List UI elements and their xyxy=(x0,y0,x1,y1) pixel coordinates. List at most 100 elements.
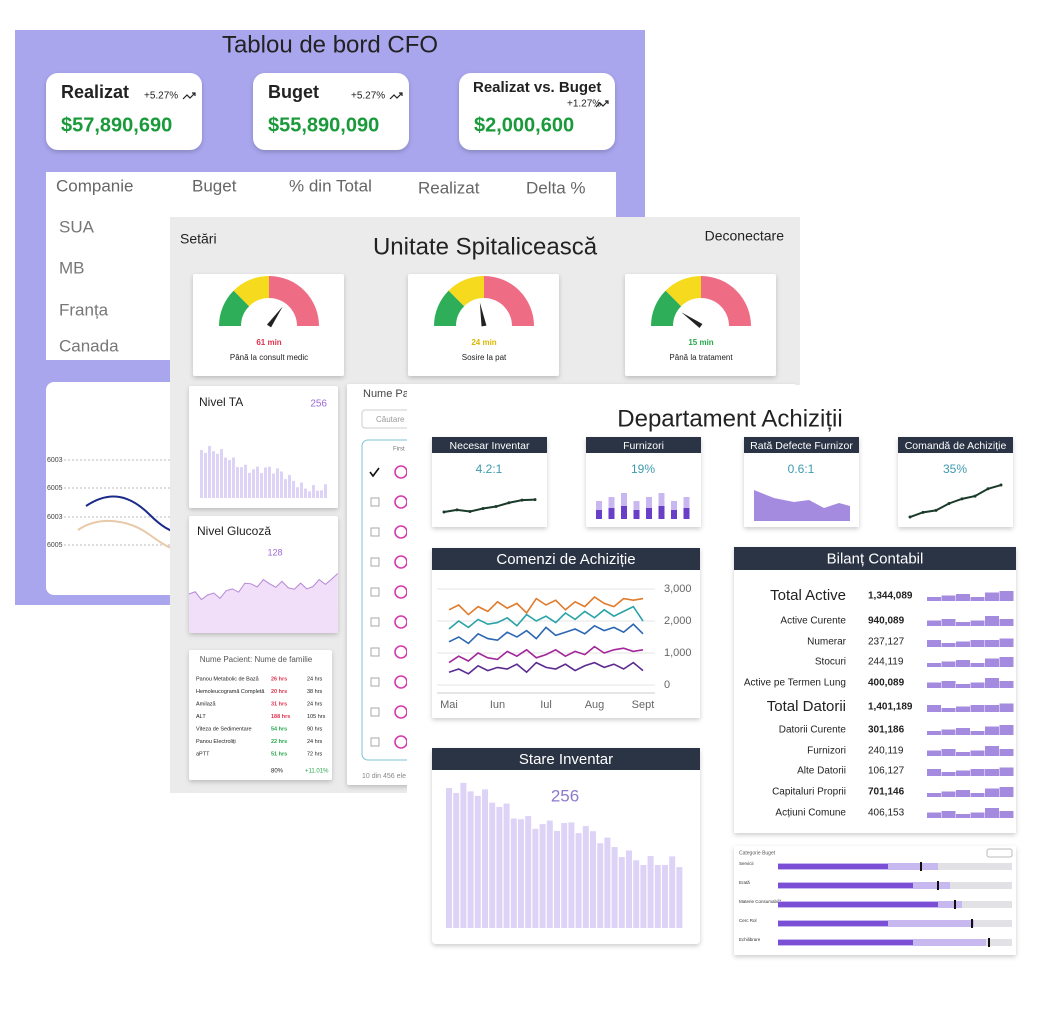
deco-bar xyxy=(927,663,941,667)
line-series xyxy=(448,645,644,664)
card-header xyxy=(898,437,1013,453)
deco-bar xyxy=(927,640,941,647)
gauge-red xyxy=(269,276,319,326)
deco-bar xyxy=(970,620,985,626)
label: Acțiuni Comune xyxy=(775,808,846,819)
label: Viteza de Sedimentare xyxy=(196,726,252,732)
checkbox[interactable] xyxy=(370,557,380,567)
deco-bar xyxy=(778,940,913,945)
deco-bar xyxy=(683,508,690,519)
label: 31 hrs xyxy=(271,701,287,707)
logout-link[interactable]: Deconectare xyxy=(705,228,785,244)
check xyxy=(369,467,380,478)
deco-bar xyxy=(228,460,231,498)
deco-bar xyxy=(633,860,640,928)
checkbox[interactable] xyxy=(370,707,380,717)
label: Unitate Spitalicească xyxy=(373,233,598,260)
checkbox[interactable] xyxy=(370,617,380,627)
label: 80% xyxy=(271,769,284,775)
deco-bar xyxy=(216,453,219,498)
deco-bar xyxy=(956,790,970,797)
label: 6003 xyxy=(47,514,63,521)
label: 188 hrs xyxy=(271,714,290,720)
gauge-yellow xyxy=(233,276,269,307)
x-tick-label: Mai xyxy=(440,699,458,711)
checkbox[interactable] xyxy=(370,647,380,657)
label: 106,127 xyxy=(868,766,905,777)
label: +1.27% xyxy=(567,99,601,110)
deco-bar xyxy=(232,457,235,498)
label: SUA xyxy=(59,217,95,236)
checkbox[interactable] xyxy=(370,737,380,747)
label: Tablou de bord CFO xyxy=(222,31,438,58)
deco-bar xyxy=(208,445,211,498)
deco-bar xyxy=(256,466,259,498)
label: Nivel TA xyxy=(199,395,243,409)
deco-bar xyxy=(927,620,941,626)
label: Panou Metabolic de Bază xyxy=(196,676,260,682)
deco-bar xyxy=(446,788,452,928)
deco-bar xyxy=(482,789,488,928)
deco-target xyxy=(971,919,973,928)
deco-bar xyxy=(640,865,647,928)
checkbox[interactable] xyxy=(370,497,380,507)
settings-link[interactable]: Setări xyxy=(180,231,217,247)
deco-bar xyxy=(662,864,668,928)
y-tick-label: 3,000 xyxy=(664,583,692,595)
label: Hemoleucogramă Completă xyxy=(196,689,265,695)
deco-bar xyxy=(654,864,661,928)
label: Total Active xyxy=(770,587,846,604)
checkbox[interactable] xyxy=(370,527,380,537)
trend-icon xyxy=(595,100,609,108)
deco-bar xyxy=(304,488,307,498)
deco-bar xyxy=(596,510,602,519)
deco-target xyxy=(920,862,922,871)
line-series xyxy=(448,661,644,675)
label: 19% xyxy=(631,462,655,476)
deco-bar xyxy=(778,902,938,907)
deco-bar xyxy=(496,806,503,928)
deco-bar xyxy=(546,820,553,928)
deco-bar xyxy=(467,791,474,928)
deco-bar xyxy=(941,811,956,818)
deco-bar xyxy=(985,640,999,647)
checkbox[interactable] xyxy=(370,587,380,597)
deco-bar xyxy=(941,772,956,776)
label: Realizat vs. Buget xyxy=(473,79,601,96)
label: Delta % xyxy=(526,178,586,197)
x-tick-label: Iul xyxy=(540,699,552,711)
label: 105 hrs xyxy=(307,714,326,720)
checkbox[interactable] xyxy=(370,677,380,687)
label: Până la tratament xyxy=(669,353,733,362)
y-tick-label: 0 xyxy=(664,679,670,691)
deco-bar xyxy=(941,619,956,626)
label: 22 hrs xyxy=(271,739,287,745)
label: 61 min xyxy=(256,338,281,347)
deco-bar xyxy=(985,808,999,818)
label: Furnizori xyxy=(807,746,846,757)
label: Furnizori xyxy=(623,440,664,452)
deco-bar xyxy=(927,705,941,712)
label: Echilibrare xyxy=(739,937,761,942)
label: 406,153 xyxy=(868,808,905,819)
deco-bar xyxy=(941,681,956,688)
deco-bar xyxy=(200,450,203,498)
label: 128 xyxy=(267,547,282,557)
deco-bar xyxy=(518,819,524,928)
deco-bar xyxy=(970,640,985,647)
deco-bar xyxy=(658,506,665,519)
deco-bar xyxy=(999,703,1014,712)
deco-bar xyxy=(212,451,215,498)
deco-bar xyxy=(999,619,1014,626)
line-series xyxy=(448,595,644,616)
deco-bar xyxy=(597,843,604,928)
label: 72 hrs xyxy=(307,751,323,757)
label: ALT xyxy=(196,714,206,720)
label: 6005 xyxy=(47,485,63,492)
deco-bar xyxy=(956,660,970,667)
label: 6003 xyxy=(47,457,63,464)
dropdown[interactable] xyxy=(986,848,1013,858)
deco-bar xyxy=(970,812,985,818)
label: 4.2:1 xyxy=(476,462,503,476)
card xyxy=(898,437,1013,527)
